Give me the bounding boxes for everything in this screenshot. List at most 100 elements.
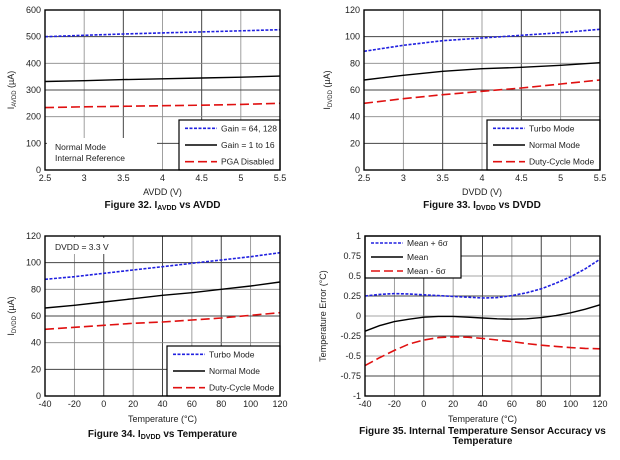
x-tick-label: -40 <box>358 399 371 409</box>
y-axis-label-unit: (µA) <box>322 70 332 90</box>
caption-suffix: vs AVDD <box>177 200 221 211</box>
legend-label: Duty-Cycle Mode <box>209 383 274 393</box>
chart-fig32: 2.5 3 3.5 4 4.5 5 5.5 0 100 200 300 400 500 600 Normal… <box>6 5 286 212</box>
x-tick-label: 5.5 <box>274 173 287 183</box>
annotation-box <box>47 238 107 254</box>
caption-prefix: Figure 32. I <box>104 200 157 211</box>
y-tick-label: -0.25 <box>340 331 361 341</box>
chart-fig33: 2.5 3 3.5 4 4.5 5 5.5 0 20 40 60 80 100 120 Turbo Mode… <box>322 5 606 212</box>
y-tick-label: 20 <box>350 138 360 148</box>
legend-label: Duty-Cycle Mode <box>529 157 594 167</box>
figure-caption: Figure 33. IDVDD vs DVDD <box>423 200 541 212</box>
caption-sub: DVDD <box>141 434 161 441</box>
caption-suffix: vs Temperature <box>161 429 238 440</box>
series-line <box>363 62 601 81</box>
y-tick-label: 120 <box>26 231 41 241</box>
x-tick-label: 80 <box>216 399 226 409</box>
series-line <box>364 258 601 299</box>
y-tick-label: 80 <box>31 284 41 294</box>
y-tick-label: 60 <box>350 85 360 95</box>
series-line <box>44 75 281 83</box>
x-tick-label: 100 <box>243 399 258 409</box>
series-line <box>363 79 601 105</box>
x-tick-label: 60 <box>507 399 517 409</box>
y-tick-label: 80 <box>350 58 360 68</box>
series-line <box>44 28 281 38</box>
y-tick-label: 100 <box>26 138 41 148</box>
x-axis-label: DVDD (V) <box>462 187 502 197</box>
y-axis-label-sub: DVDD <box>328 89 334 107</box>
legend-label: Gain = 1 to 16 <box>221 140 275 150</box>
chart-fig35: -40 -20 0 20 40 60 80 100 120 -1 -0.75 -0.5 -0.25 0 0.… <box>318 231 608 447</box>
y-tick-label: 0 <box>36 165 41 175</box>
annotation-text: Internal Reference <box>55 153 125 163</box>
x-axis-label: AVDD (V) <box>143 187 182 197</box>
y-tick-label: 100 <box>345 32 360 42</box>
y-tick-label: 600 <box>26 5 41 15</box>
figure-caption: Figure 32. IAVDD vs AVDD <box>104 200 220 212</box>
y-tick-label: 0 <box>356 311 361 321</box>
caption-sub: DVDD <box>476 205 496 212</box>
y-tick-label: 120 <box>345 5 360 15</box>
x-tick-label: -20 <box>388 399 401 409</box>
x-tick-label: -20 <box>68 399 81 409</box>
x-tick-label: 2.5 <box>358 173 371 183</box>
y-tick-label: 1 <box>356 231 361 241</box>
plot-frame <box>363 9 601 171</box>
legend-label: Normal Mode <box>209 366 260 376</box>
x-tick-label: 2.5 <box>39 173 52 183</box>
legend-label: PGA Disabled <box>221 157 274 167</box>
y-axis-label-sub: DVDD <box>12 315 18 333</box>
caption-prefix: Figure 34. I <box>88 429 141 440</box>
y-tick-label: 20 <box>31 364 41 374</box>
figure-caption-line2: Temperature <box>453 436 513 447</box>
y-axis-label: Temperature Error (°C) <box>318 270 328 362</box>
x-tick-label: 3 <box>82 173 87 183</box>
x-tick-label: 4.5 <box>195 173 208 183</box>
y-tick-label: 0.25 <box>343 291 361 301</box>
y-tick-label: 100 <box>26 258 41 268</box>
y-axis-label: IAVDD (µA) <box>6 71 18 109</box>
x-tick-label: 80 <box>536 399 546 409</box>
y-tick-label: -1 <box>353 391 361 401</box>
y-tick-label: 200 <box>26 112 41 122</box>
annotation-text: Normal Mode <box>55 142 106 152</box>
x-tick-label: 120 <box>272 399 287 409</box>
y-axis-label-main: I <box>6 107 16 110</box>
x-tick-label: 4.5 <box>515 173 528 183</box>
x-tick-label: 40 <box>477 399 487 409</box>
plot-frame <box>44 9 281 171</box>
y-tick-label: -0.75 <box>340 371 361 381</box>
x-tick-label: 3 <box>401 173 406 183</box>
x-tick-label: 3.5 <box>117 173 130 183</box>
legend-label: Turbo Mode <box>209 349 255 359</box>
x-tick-label: 5.5 <box>594 173 607 183</box>
plot-frame <box>364 235 601 397</box>
series-line <box>364 335 601 367</box>
y-tick-label: 40 <box>350 112 360 122</box>
x-tick-label: 5 <box>558 173 563 183</box>
y-axis-label-unit: (µA) <box>6 71 16 91</box>
x-tick-label: 100 <box>563 399 578 409</box>
x-tick-label: 4 <box>479 173 484 183</box>
x-tick-label: 40 <box>157 399 167 409</box>
x-axis-label: Temperature (°C) <box>128 414 197 424</box>
y-tick-label: -0.5 <box>345 351 361 361</box>
series-line <box>363 28 601 53</box>
legend-label: Mean + 6σ <box>407 238 449 248</box>
y-tick-label: 0.75 <box>343 251 361 261</box>
y-tick-label: 300 <box>26 85 41 95</box>
series-line <box>44 251 281 281</box>
x-tick-label: 3.5 <box>436 173 449 183</box>
y-tick-label: 60 <box>31 311 41 321</box>
x-tick-label: 5 <box>238 173 243 183</box>
caption-prefix: Figure 33. I <box>423 200 476 211</box>
y-tick-label: 500 <box>26 32 41 42</box>
annotation-text: DVDD = 3.3 V <box>55 242 109 252</box>
figure-caption: Figure 35. Internal Temperature Sensor A… <box>359 426 606 437</box>
caption-sub: AVDD <box>157 205 176 212</box>
legend-label: Gain = 64, 128 <box>221 123 277 133</box>
chart-fig34: -40 -20 0 20 40 60 80 100 120 0 20 40 60 80 100 120 DVDD… <box>6 231 288 441</box>
x-tick-label: -40 <box>38 399 51 409</box>
